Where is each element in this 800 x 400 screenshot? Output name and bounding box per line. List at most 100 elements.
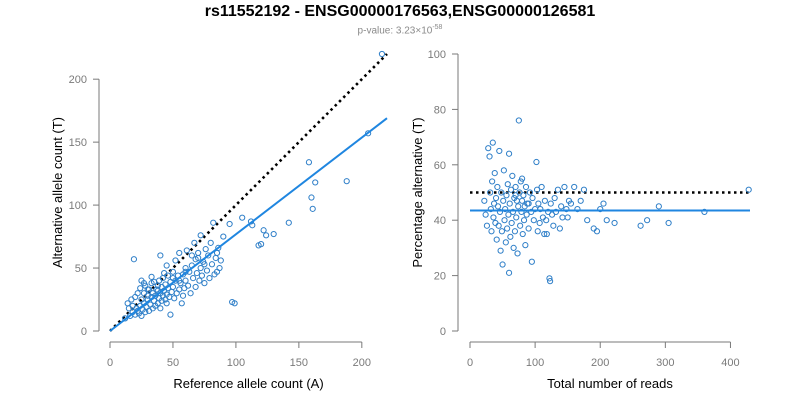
data-point bbox=[561, 183, 568, 191]
data-point bbox=[567, 200, 575, 207]
y-tick-label: 200 bbox=[69, 74, 87, 86]
data-point bbox=[138, 277, 145, 284]
data-point bbox=[597, 206, 604, 213]
data-point bbox=[492, 219, 499, 227]
data-point bbox=[490, 214, 497, 221]
data-point bbox=[518, 197, 526, 204]
data-point bbox=[590, 225, 597, 232]
data-point bbox=[507, 186, 515, 193]
data-point bbox=[520, 217, 528, 224]
p-value-text: p-value: 3.23×10 bbox=[357, 25, 433, 37]
data-point bbox=[500, 167, 507, 174]
data-point bbox=[506, 200, 513, 207]
data-point bbox=[530, 217, 537, 224]
data-point bbox=[503, 192, 510, 199]
data-point bbox=[558, 203, 565, 210]
data-point bbox=[507, 233, 514, 240]
data-point bbox=[580, 186, 588, 193]
data-point bbox=[205, 252, 212, 259]
data-point bbox=[501, 217, 508, 224]
x-axis-label: Reference allele count (A) bbox=[173, 376, 323, 391]
data-point bbox=[190, 275, 197, 282]
data-point bbox=[541, 230, 548, 238]
data-point bbox=[551, 194, 558, 202]
x-tick-label: 0 bbox=[107, 357, 113, 369]
data-point bbox=[574, 206, 581, 213]
x-tick-label: 400 bbox=[721, 357, 739, 369]
data-point bbox=[481, 197, 488, 204]
data-point bbox=[202, 246, 209, 253]
y-tick-label: 150 bbox=[69, 137, 87, 149]
data-point bbox=[134, 290, 141, 297]
data-point bbox=[518, 175, 526, 182]
data-point bbox=[167, 311, 174, 318]
data-point bbox=[535, 200, 542, 207]
data-point bbox=[198, 272, 206, 279]
data-point bbox=[512, 192, 519, 199]
data-point bbox=[577, 197, 584, 204]
data-point bbox=[157, 305, 164, 312]
chart-title: rs11552192 - ENSG00000176563,ENSG0000012… bbox=[204, 3, 596, 20]
data-point bbox=[172, 257, 179, 264]
data-point bbox=[528, 258, 535, 265]
data-point bbox=[196, 277, 203, 284]
data-point bbox=[603, 217, 610, 224]
data-point bbox=[505, 150, 513, 157]
data-point bbox=[216, 264, 223, 272]
data-point bbox=[488, 228, 495, 235]
data-point bbox=[492, 194, 500, 202]
x-axis-label: Total number of reads bbox=[547, 376, 673, 391]
data-point bbox=[270, 230, 277, 238]
data-point bbox=[644, 217, 651, 224]
data-point bbox=[547, 200, 554, 207]
data-point bbox=[169, 275, 177, 282]
reference-dotted-line bbox=[109, 53, 388, 332]
data-point bbox=[495, 222, 502, 229]
data-point bbox=[546, 278, 554, 285]
data-point bbox=[563, 206, 570, 213]
data-point bbox=[212, 254, 219, 262]
data-point bbox=[168, 288, 175, 296]
y-tick-label: 40 bbox=[434, 215, 446, 227]
data-point bbox=[201, 280, 208, 287]
data-point bbox=[518, 208, 525, 215]
data-point bbox=[184, 282, 192, 289]
x-tick-label: 50 bbox=[167, 357, 179, 369]
data-point bbox=[192, 283, 199, 291]
data-point bbox=[164, 272, 172, 279]
y-tick-label: 20 bbox=[434, 271, 446, 283]
data-point bbox=[701, 208, 708, 215]
data-point bbox=[543, 217, 550, 224]
data-point bbox=[655, 203, 662, 210]
data-point bbox=[593, 228, 601, 235]
data-point bbox=[263, 232, 270, 239]
data-point bbox=[482, 211, 489, 218]
data-point bbox=[195, 249, 202, 257]
data-point bbox=[208, 261, 216, 268]
data-point bbox=[169, 283, 177, 291]
data-point bbox=[312, 179, 319, 186]
x-tick-label: 300 bbox=[656, 357, 674, 369]
data-point bbox=[231, 300, 238, 307]
data-point bbox=[511, 228, 519, 235]
p-value-subtitle: p-value: 3.23×10-58 bbox=[0, 24, 800, 36]
data-point bbox=[504, 181, 511, 188]
data-point bbox=[193, 269, 200, 277]
y-tick-label: 100 bbox=[69, 200, 87, 212]
data-point bbox=[556, 225, 563, 232]
data-point bbox=[533, 186, 541, 193]
data-point bbox=[128, 296, 135, 303]
data-point bbox=[182, 277, 189, 284]
data-point bbox=[171, 295, 178, 302]
data-point bbox=[309, 205, 316, 212]
data-point bbox=[213, 249, 221, 257]
data-point bbox=[148, 273, 155, 280]
data-point bbox=[206, 275, 213, 282]
y-tick-label: 60 bbox=[434, 160, 446, 172]
data-point bbox=[491, 170, 498, 177]
data-point bbox=[179, 292, 187, 299]
y-tick-label: 0 bbox=[81, 326, 87, 338]
data-point bbox=[508, 219, 515, 227]
data-point bbox=[176, 286, 183, 293]
